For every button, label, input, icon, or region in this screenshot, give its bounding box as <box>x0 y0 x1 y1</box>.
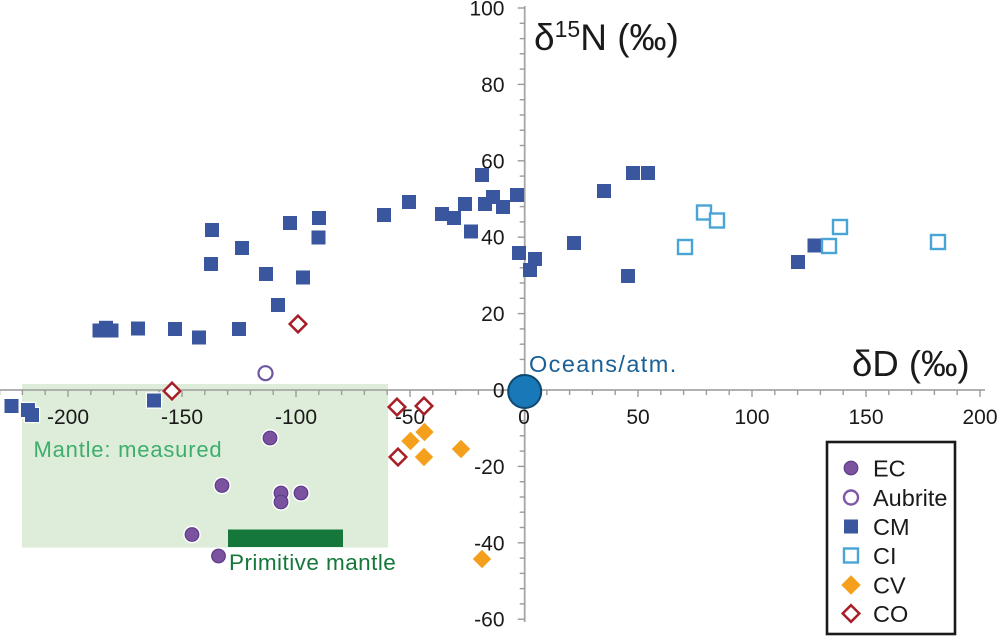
svg-text:0: 0 <box>493 380 505 403</box>
svg-text:-50: -50 <box>395 406 425 429</box>
svg-text:Oceans/atm.: Oceans/atm. <box>529 351 678 377</box>
svg-text:100: 100 <box>469 0 504 21</box>
svg-text:EC: EC <box>873 456 906 482</box>
svg-text:200: 200 <box>962 406 997 429</box>
svg-text:-200: -200 <box>47 406 89 429</box>
svg-text:CO: CO <box>873 601 908 627</box>
svg-text:Primitive mantle: Primitive mantle <box>229 550 396 575</box>
svg-text:-60: -60 <box>474 609 504 632</box>
svg-text:CI: CI <box>873 543 897 569</box>
svg-text:δD (‰): δD (‰) <box>852 343 970 384</box>
svg-text:Aubrite: Aubrite <box>873 485 947 511</box>
svg-text:-20: -20 <box>474 456 504 479</box>
svg-text:CM: CM <box>873 514 910 540</box>
svg-text:40: 40 <box>481 227 504 250</box>
svg-text:50: 50 <box>626 406 649 429</box>
svg-text:0: 0 <box>518 406 530 429</box>
svg-text:-100: -100 <box>275 406 317 429</box>
svg-text:-150: -150 <box>161 406 203 429</box>
svg-text:20: 20 <box>481 303 504 326</box>
svg-text:CV: CV <box>873 573 906 599</box>
svg-text:60: 60 <box>481 150 504 173</box>
svg-text:80: 80 <box>481 74 504 97</box>
svg-text:150: 150 <box>848 406 883 429</box>
svg-text:-40: -40 <box>474 532 504 555</box>
svg-text:100: 100 <box>734 406 769 429</box>
svg-text:Mantle: measured: Mantle: measured <box>34 437 223 462</box>
